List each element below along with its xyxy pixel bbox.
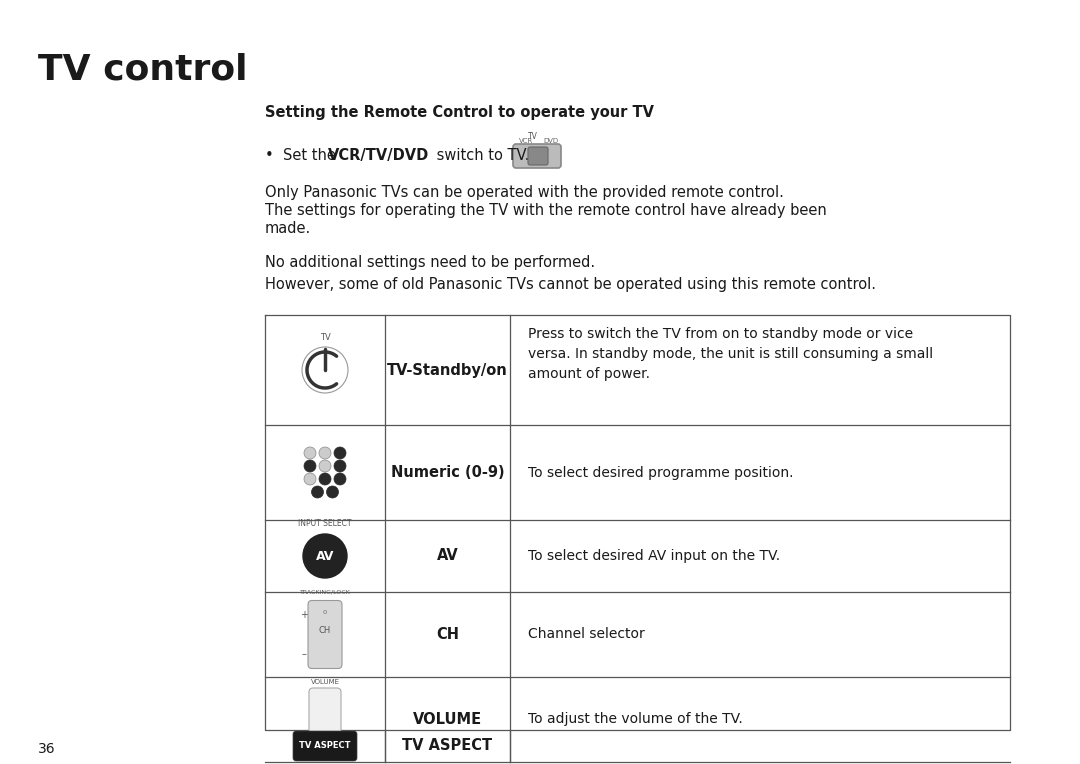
Circle shape	[319, 460, 330, 472]
Text: TV: TV	[528, 132, 538, 141]
Text: INPUT SELECT: INPUT SELECT	[298, 520, 352, 529]
Text: VCR/TV/DVD: VCR/TV/DVD	[328, 148, 429, 163]
Circle shape	[303, 460, 316, 472]
Text: To adjust the volume of the TV.: To adjust the volume of the TV.	[528, 713, 743, 727]
Circle shape	[319, 447, 330, 459]
Circle shape	[311, 486, 324, 498]
Text: VOLUME: VOLUME	[311, 679, 339, 685]
Text: CH: CH	[319, 626, 332, 635]
Text: switch to TV.: switch to TV.	[432, 148, 529, 163]
Text: The settings for operating the TV with the remote control have already been: The settings for operating the TV with t…	[265, 203, 827, 218]
FancyBboxPatch shape	[513, 144, 561, 168]
Text: TV: TV	[320, 334, 330, 342]
Text: AV: AV	[436, 549, 458, 564]
FancyBboxPatch shape	[293, 731, 357, 761]
FancyBboxPatch shape	[308, 601, 342, 668]
Text: –: –	[301, 649, 307, 659]
Text: o: o	[323, 610, 327, 616]
Text: TV ASPECT: TV ASPECT	[403, 739, 492, 753]
Circle shape	[334, 447, 346, 459]
Circle shape	[334, 473, 346, 485]
Text: CH: CH	[436, 627, 459, 642]
Circle shape	[303, 447, 316, 459]
Text: However, some of old Panasonic TVs cannot be operated using this remote control.: However, some of old Panasonic TVs canno…	[265, 277, 876, 292]
Text: made.: made.	[265, 221, 311, 236]
Text: To select desired programme position.: To select desired programme position.	[528, 465, 794, 480]
Text: To select desired AV input on the TV.: To select desired AV input on the TV.	[528, 549, 780, 563]
Text: •  Set the: • Set the	[265, 148, 340, 163]
Text: Numeric (0-9): Numeric (0-9)	[391, 465, 504, 480]
Circle shape	[303, 473, 316, 485]
Text: AV: AV	[315, 549, 334, 562]
Circle shape	[303, 534, 347, 578]
Circle shape	[326, 486, 338, 498]
Text: TV ASPECT: TV ASPECT	[299, 742, 351, 750]
Text: Channel selector: Channel selector	[528, 627, 645, 642]
Text: Setting the Remote Control to operate your TV: Setting the Remote Control to operate yo…	[265, 105, 654, 120]
Text: VCR: VCR	[519, 138, 534, 144]
Circle shape	[319, 473, 330, 485]
Circle shape	[334, 460, 346, 472]
Text: No additional settings need to be performed.: No additional settings need to be perfor…	[265, 255, 595, 270]
Text: Only Panasonic TVs can be operated with the provided remote control.: Only Panasonic TVs can be operated with …	[265, 185, 784, 200]
Text: DVD: DVD	[543, 138, 558, 144]
Text: 36: 36	[38, 742, 56, 756]
FancyBboxPatch shape	[309, 688, 341, 751]
Text: VOLUME: VOLUME	[413, 712, 482, 727]
Text: TV-Standby/on: TV-Standby/on	[387, 362, 508, 377]
Text: Press to switch the TV from on to standby mode or vice
versa. In standby mode, t: Press to switch the TV from on to standb…	[528, 327, 933, 381]
Text: TRACKING/LOCK: TRACKING/LOCK	[299, 590, 350, 595]
Text: TV control: TV control	[38, 52, 247, 86]
FancyBboxPatch shape	[528, 147, 548, 165]
Text: +: +	[300, 610, 308, 620]
